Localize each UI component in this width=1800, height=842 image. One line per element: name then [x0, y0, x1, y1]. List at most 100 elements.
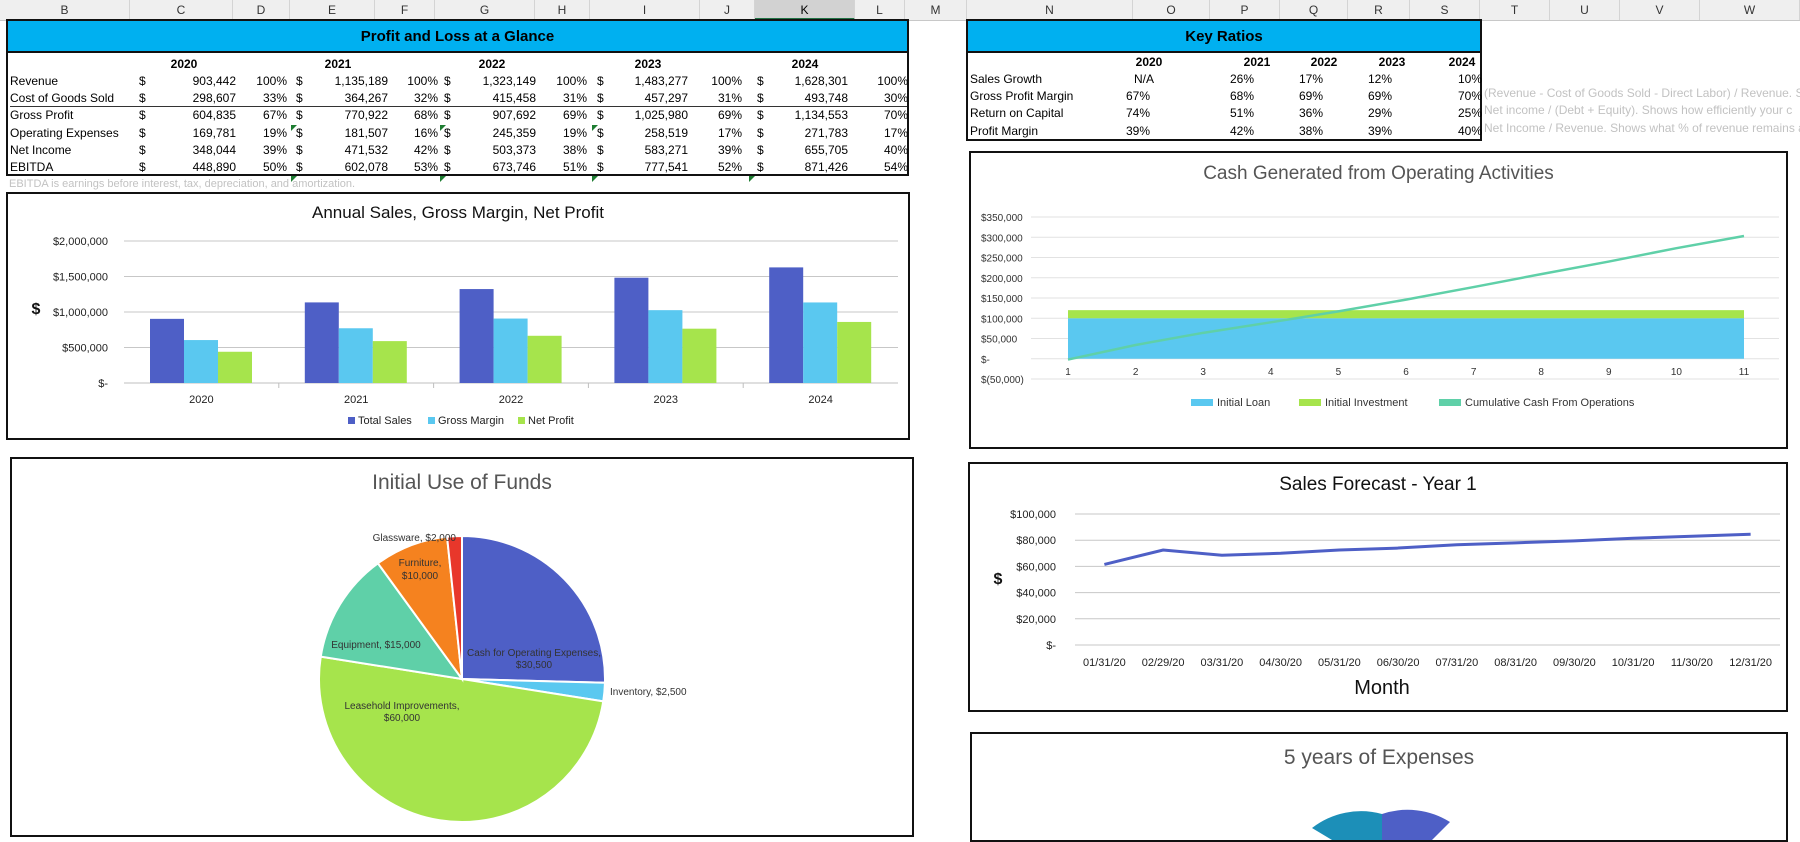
ratios-value: 68% — [1229, 89, 1254, 104]
column-header-o[interactable]: O — [1133, 0, 1210, 20]
expenses-slice-1 — [1382, 809, 1450, 840]
cash-ytick: $200,000 — [981, 274, 1023, 285]
pl-currency: $ — [597, 160, 604, 174]
annual-bar-net-profit — [527, 335, 562, 383]
forecast-xtick: 09/30/20 — [1553, 657, 1596, 669]
column-header-e[interactable]: E — [290, 0, 375, 20]
cell-error-indicator-icon — [592, 125, 598, 131]
cash-ytick: $100,000 — [981, 314, 1023, 325]
forecast-ytick: $60,000 — [1016, 561, 1056, 573]
column-header-n[interactable]: N — [967, 0, 1133, 20]
ratios-value: 25% — [1457, 106, 1482, 121]
cash-ytick: $350,000 — [981, 213, 1023, 224]
column-header-f[interactable]: F — [375, 0, 435, 20]
pl-pct: 19% — [562, 125, 587, 140]
ratios-year-2024: 2024 — [1448, 55, 1476, 69]
funds-chart[interactable]: Initial Use of Funds Glassware, $2,000 Fu… — [10, 457, 914, 837]
cash-xtick: 5 — [1336, 367, 1342, 378]
column-header-r[interactable]: R — [1348, 0, 1410, 20]
forecast-xtick: 07/31/20 — [1435, 657, 1478, 669]
ratios-row-label: Gross Profit Margin — [970, 89, 1074, 104]
pl-value: 1,483,277 — [634, 74, 688, 88]
pl-table: Profit and Loss at a Glance 2020 2021 2022… — [6, 19, 909, 182]
ratios-row-label: Sales Growth — [970, 72, 1043, 86]
ratios-value: 39% — [1125, 123, 1150, 138]
pl-value: 602,078 — [344, 160, 388, 174]
forecast-xtick: 03/31/20 — [1200, 657, 1243, 669]
column-header-u[interactable]: U — [1550, 0, 1620, 20]
pl-value: 907,692 — [492, 108, 536, 123]
cash-xtick: 3 — [1200, 367, 1206, 378]
cell-error-indicator-icon — [291, 176, 297, 182]
annual-plot: $2,000,000 $1,500,000 $1,000,000 $500,000 $-… — [32, 236, 898, 427]
column-header-m[interactable]: M — [905, 0, 967, 20]
pl-currency: $ — [296, 160, 303, 174]
cash-legend-label: Initial Investment — [1325, 397, 1408, 409]
column-header-h[interactable]: H — [535, 0, 590, 20]
pl-currency: $ — [444, 91, 451, 106]
column-header-g[interactable]: G — [435, 0, 535, 20]
column-header-i[interactable]: I — [590, 0, 700, 20]
pl-currency: $ — [444, 108, 451, 123]
pl-currency: $ — [296, 142, 303, 157]
pl-currency: $ — [597, 125, 604, 140]
column-header-b[interactable]: B — [0, 0, 130, 20]
cash-xtick: 8 — [1538, 367, 1544, 378]
annual-bar-gross-margin — [338, 328, 373, 383]
column-header-d[interactable]: D — [233, 0, 290, 20]
forecast-chart[interactable]: Sales Forecast - Year 1 $100,000 $80,000 $… — [968, 462, 1788, 712]
cash-ytick: $- — [981, 355, 990, 366]
cash-plot: $350,000 $300,000 $250,000 $200,000 $150,000… — [981, 213, 1779, 409]
column-header-l[interactable]: L — [855, 0, 905, 20]
ratios-value: 39% — [1367, 123, 1392, 138]
annual-bar-total-sales — [459, 289, 494, 383]
forecast-xtick: 08/31/20 — [1494, 657, 1537, 669]
pl-value: 673,746 — [492, 160, 536, 174]
pl-pct: 51% — [562, 160, 587, 174]
ratios-value: N/A — [1134, 72, 1155, 86]
cash-area-initial-investment — [1068, 310, 1744, 319]
pl-pct: 40% — [883, 142, 908, 157]
pl-value: 169,781 — [192, 125, 236, 140]
column-header-p[interactable]: P — [1210, 0, 1280, 20]
forecast-xtick: 12/31/20 — [1729, 657, 1772, 669]
column-header-t[interactable]: T — [1480, 0, 1550, 20]
column-header-c[interactable]: C — [130, 0, 233, 20]
ratio-definition-note: Net income / (Debt + Equity). Shows how … — [1484, 103, 1793, 118]
pl-title: Profit and Loss at a Glance — [8, 21, 907, 53]
annual-bar-total-sales — [150, 318, 184, 383]
pl-currency: $ — [757, 91, 764, 106]
column-header-w[interactable]: W — [1700, 0, 1800, 20]
funds-slice-equipment — [319, 561, 465, 681]
funds-data-label-amount: $60,000 — [384, 713, 421, 724]
funds-chart-title: Initial Use of Funds — [372, 471, 552, 494]
annual-legend-label: Gross Margin — [438, 415, 504, 427]
ratio-definition-note: (Revenue - Cost of Goods Sold - Direct L… — [1484, 86, 1800, 101]
column-header-q[interactable]: Q — [1280, 0, 1348, 20]
column-header-k[interactable]: K — [755, 0, 855, 20]
pl-value: 1,135,189 — [334, 74, 388, 88]
pl-pct: 33% — [262, 91, 287, 106]
cash-legend-swatch — [1299, 399, 1321, 406]
funds-data-label: Glassware, $2,000 — [373, 533, 457, 544]
column-header-s[interactable]: S — [1410, 0, 1480, 20]
expenses-chart[interactable]: 5 years of Expenses — [970, 732, 1788, 842]
pl-year-2024: 2024 — [791, 57, 819, 71]
annual-bar-gross-margin — [184, 340, 218, 383]
pl-pct: 69% — [562, 108, 587, 123]
ratios-year-2022: 2022 — [1310, 55, 1338, 69]
forecast-xtick: 01/31/20 — [1083, 657, 1126, 669]
annual-bar-gross-margin — [803, 302, 838, 383]
column-header-j[interactable]: J — [700, 0, 755, 20]
annual-ytick: $1,000,000 — [53, 307, 108, 319]
annual-chart[interactable]: Annual Sales, Gross Margin, Net Profit $… — [6, 192, 910, 440]
cash-ytick: $300,000 — [981, 233, 1023, 244]
pl-pct: 31% — [562, 91, 587, 106]
cash-legend-label: Initial Loan — [1217, 397, 1270, 409]
column-header-v[interactable]: V — [1620, 0, 1700, 20]
forecast-ytick: $80,000 — [1016, 535, 1056, 547]
cash-chart[interactable]: Cash Generated from Operating Activities… — [969, 151, 1788, 449]
annual-bar-gross-margin — [648, 310, 683, 383]
pl-divider — [10, 106, 907, 108]
forecast-ytick: $100,000 — [1010, 509, 1056, 521]
